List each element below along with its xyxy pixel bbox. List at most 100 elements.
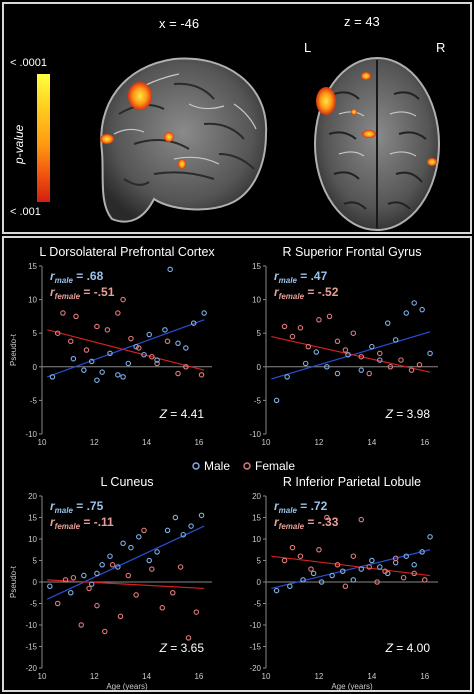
y-tick-label: -5 <box>30 600 38 609</box>
female-point <box>133 592 139 598</box>
r-female-stat: rfemale = -.11 <box>50 515 114 531</box>
x-tick-label: 12 <box>314 672 323 681</box>
female-regression-line <box>47 579 205 590</box>
male-point <box>419 306 425 313</box>
female-point <box>408 367 415 373</box>
male-point <box>358 367 365 373</box>
female-point <box>177 564 184 570</box>
y-tick-label: -15 <box>25 643 37 652</box>
y-tick-label: 10 <box>252 296 261 305</box>
female-point <box>374 579 380 585</box>
male-point <box>273 397 280 404</box>
r-male-stat: rmale = .75 <box>50 499 104 515</box>
male-point <box>198 512 205 519</box>
male-point <box>49 374 56 380</box>
female-point <box>281 323 288 330</box>
chart-title: R Inferior Parietal Lobule <box>283 475 421 489</box>
female-point <box>149 566 155 572</box>
scatter-plots: Male Female L Dorsolateral Prefrontal Co… <box>9 245 438 690</box>
x-axis-label: Age (years) <box>331 682 373 690</box>
female-point <box>94 323 100 330</box>
male-point <box>107 350 113 357</box>
legend: Male Female <box>192 459 295 473</box>
y-tick-label: 0 <box>33 363 38 372</box>
female-point <box>154 360 160 367</box>
male-point <box>120 374 126 380</box>
male-point <box>164 527 171 534</box>
z-stat: Z = 4.41 <box>159 407 205 421</box>
male-point <box>310 570 317 577</box>
chart-1: L Dorsolateral Prefrontal Cortex -10 -5 0 5 1… <box>9 245 215 447</box>
x-tick-label: 14 <box>142 438 151 447</box>
male-point <box>318 579 325 585</box>
male-point <box>146 557 152 564</box>
x-tick-label: 14 <box>142 672 151 681</box>
male-regression-line <box>47 319 205 378</box>
r-male-stat: rmale = .68 <box>50 269 104 285</box>
female-regression-line <box>271 555 431 577</box>
male-point <box>115 564 121 570</box>
male-point <box>345 351 351 358</box>
female-point <box>120 296 126 303</box>
male-point <box>183 345 189 351</box>
r-female-stat: rfemale = -.52 <box>274 285 339 301</box>
x-tick-label: 16 <box>420 672 429 681</box>
chart-4: R Inferior Parietal Lobule -20 -15 -10 -5 0 5 1… <box>249 475 438 690</box>
x-tick-label: 10 <box>38 672 47 681</box>
y-tick-label: -20 <box>25 664 37 673</box>
male-point <box>136 534 142 540</box>
female-point <box>115 310 121 316</box>
x-tick-label: 10 <box>262 438 271 447</box>
female-point <box>73 313 79 320</box>
female-point <box>128 335 134 342</box>
legend-female-label: Female <box>255 459 295 473</box>
y-tick-label: -10 <box>249 430 261 439</box>
male-point <box>99 369 105 375</box>
male-point <box>120 540 126 547</box>
female-point <box>141 527 147 534</box>
female-point <box>382 568 388 574</box>
colorbar-bottom-label: < .001 <box>10 206 41 218</box>
y-tick-label: 15 <box>252 514 261 523</box>
male-point <box>384 320 391 326</box>
female-point <box>78 622 84 628</box>
x-tick-label: 10 <box>262 672 271 681</box>
y-tick-label: -10 <box>249 621 261 630</box>
y-tick-label: 10 <box>252 535 261 544</box>
sagittal-activation-4 <box>178 159 186 169</box>
axial-activation-4 <box>351 109 357 115</box>
female-point <box>297 553 304 559</box>
x-tick-label: 16 <box>194 438 203 447</box>
male-point <box>329 572 335 579</box>
female-point <box>60 310 66 316</box>
right-hemisphere-label: R <box>436 40 446 55</box>
male-point <box>392 337 399 343</box>
x-tick-label: 10 <box>38 438 47 447</box>
y-tick-label: 20 <box>252 492 261 501</box>
female-point <box>342 583 349 590</box>
male-regression-line <box>46 525 205 600</box>
male-point <box>334 370 341 377</box>
male-point <box>324 364 330 370</box>
male-point <box>358 566 365 572</box>
legend-male-label: Male <box>204 459 230 473</box>
female-point <box>164 338 171 345</box>
male-point <box>70 355 77 362</box>
male-point <box>302 360 309 367</box>
female-point <box>86 585 92 592</box>
z-stat: Z = 3.65 <box>159 641 205 655</box>
female-point <box>297 325 304 331</box>
female-point <box>398 357 404 363</box>
female-point <box>392 555 399 562</box>
female-point <box>366 370 372 377</box>
male-point <box>284 374 290 380</box>
female-point <box>326 313 333 320</box>
female-point <box>159 605 166 611</box>
male-point <box>94 570 100 577</box>
female-point <box>387 364 394 370</box>
y-tick-label: 15 <box>28 514 37 523</box>
axial-activation-3 <box>362 130 376 138</box>
z-stat: Z = 3.98 <box>385 407 431 421</box>
female-point <box>411 570 417 577</box>
female-point <box>70 574 77 581</box>
